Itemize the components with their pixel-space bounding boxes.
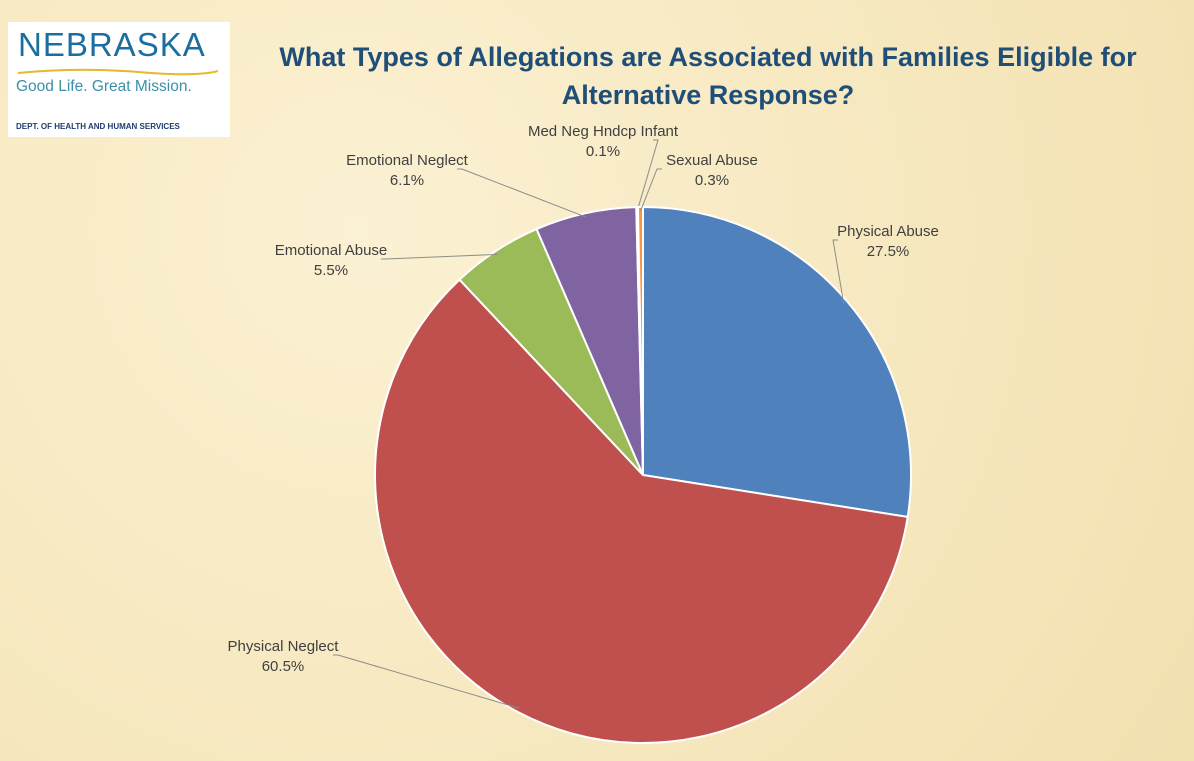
logo-tagline: Good Life. Great Mission. [16,78,192,95]
value-label: 27.5% [867,243,910,260]
category-label: Emotional Abuse [275,242,388,259]
data-label: Emotional Neglect 6.1% [346,152,469,189]
leader-line [636,139,659,212]
category-label: Physical Abuse [837,223,939,240]
category-label: Emotional Neglect [346,152,469,169]
pie-slice [642,205,912,519]
logo-department: DEPT. OF HEALTH AND HUMAN SERVICES [16,122,180,131]
logo-name: NEBRASKA [18,26,206,63]
category-label: Med Neg Hndcp Infant [528,123,679,140]
leader-line [333,654,520,709]
value-label: 6.1% [390,172,424,189]
logo-swoosh [18,68,218,76]
logo: NEBRASKA Good Life. Great Mission. DEPT.… [8,22,230,137]
value-label: 0.3% [695,172,729,189]
leader-line [832,239,845,304]
data-label: Physical Abuse 27.5% [837,223,939,260]
value-label: 5.5% [314,262,348,279]
category-label: Physical Neglect [228,638,340,655]
chart-title: What Types of Allegations are Associated… [279,42,1137,110]
value-label: 60.5% [262,658,305,675]
category-label: Sexual Abuse [666,152,758,169]
value-label: 0.1% [586,143,620,160]
data-label: Emotional Abuse 5.5% [275,242,388,279]
data-label: Physical Neglect 60.5% [228,638,340,675]
data-label: Sexual Abuse 0.3% [666,152,758,189]
data-label: Med Neg Hndcp Infant 0.1% [528,123,679,160]
pie-slice [636,205,644,476]
leader-line [381,253,499,260]
leader-line [457,168,587,218]
leader-line [640,168,662,212]
pie-slice [374,278,909,744]
